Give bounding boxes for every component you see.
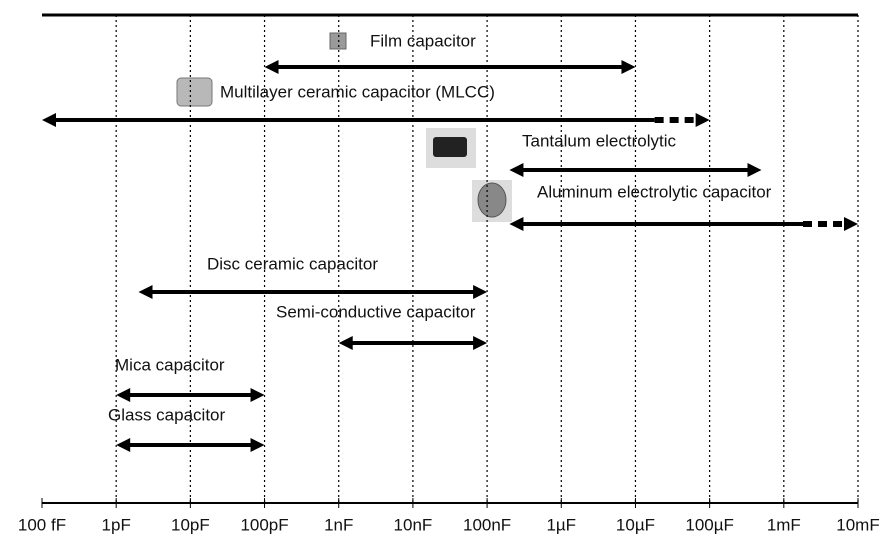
range-label: Film capacitor <box>370 31 476 50</box>
arrow-head <box>116 388 131 402</box>
x-tick-label: 100pF <box>240 515 288 534</box>
arrow-head <box>747 163 762 177</box>
range-bar <box>509 217 858 231</box>
arrow-head <box>473 285 488 299</box>
range-bar <box>42 113 710 127</box>
x-tick-label: 1µF <box>546 515 576 534</box>
range-bar <box>338 336 488 350</box>
range-bar <box>509 163 762 177</box>
x-tick-label: 1nF <box>324 515 353 534</box>
range-bar <box>138 285 488 299</box>
x-tick-label: 100 fF <box>18 515 66 534</box>
x-tick-label: 10mF <box>836 515 879 534</box>
range-label: Semi-conductive capacitor <box>276 302 476 321</box>
arrow-head <box>473 336 488 350</box>
arrow-head <box>509 217 524 231</box>
film-icon <box>329 32 347 50</box>
x-tick-label: 1pF <box>102 515 131 534</box>
arrow-head <box>264 60 279 74</box>
arrow-head <box>250 438 265 452</box>
range-label: Mica capacitor <box>115 355 225 374</box>
x-tick-label: 100nF <box>463 515 511 534</box>
arrow-head <box>250 388 265 402</box>
arrow-head <box>509 163 524 177</box>
range-label: Tantalum electrolytic <box>522 131 677 150</box>
arrow-head <box>621 60 636 74</box>
range-label: Disc ceramic capacitor <box>207 254 378 273</box>
arrow-head <box>138 285 153 299</box>
range-bar <box>116 438 265 452</box>
arrow-head <box>116 438 131 452</box>
mlcc-icon <box>176 77 213 107</box>
x-tick-label: 10µF <box>616 515 655 534</box>
arrow-head <box>338 336 353 350</box>
arrow-head <box>695 113 710 127</box>
x-tick-label: 100µF <box>685 515 734 534</box>
x-tick-label: 10nF <box>394 515 433 534</box>
range-label: Multilayer ceramic capacitor (MLCC) <box>220 82 495 101</box>
range-label: Aluminum electrolytic capacitor <box>537 182 772 201</box>
range-bar <box>264 60 636 74</box>
x-tick-label: 1mF <box>767 515 801 534</box>
tantalum-icon <box>433 137 467 157</box>
range-bar <box>116 388 265 402</box>
x-tick-label: 10pF <box>171 515 210 534</box>
range-label: Glass capacitor <box>108 405 225 424</box>
arrow-head <box>844 217 858 231</box>
arrow-head <box>42 113 56 127</box>
aluminum-icon <box>477 182 507 218</box>
